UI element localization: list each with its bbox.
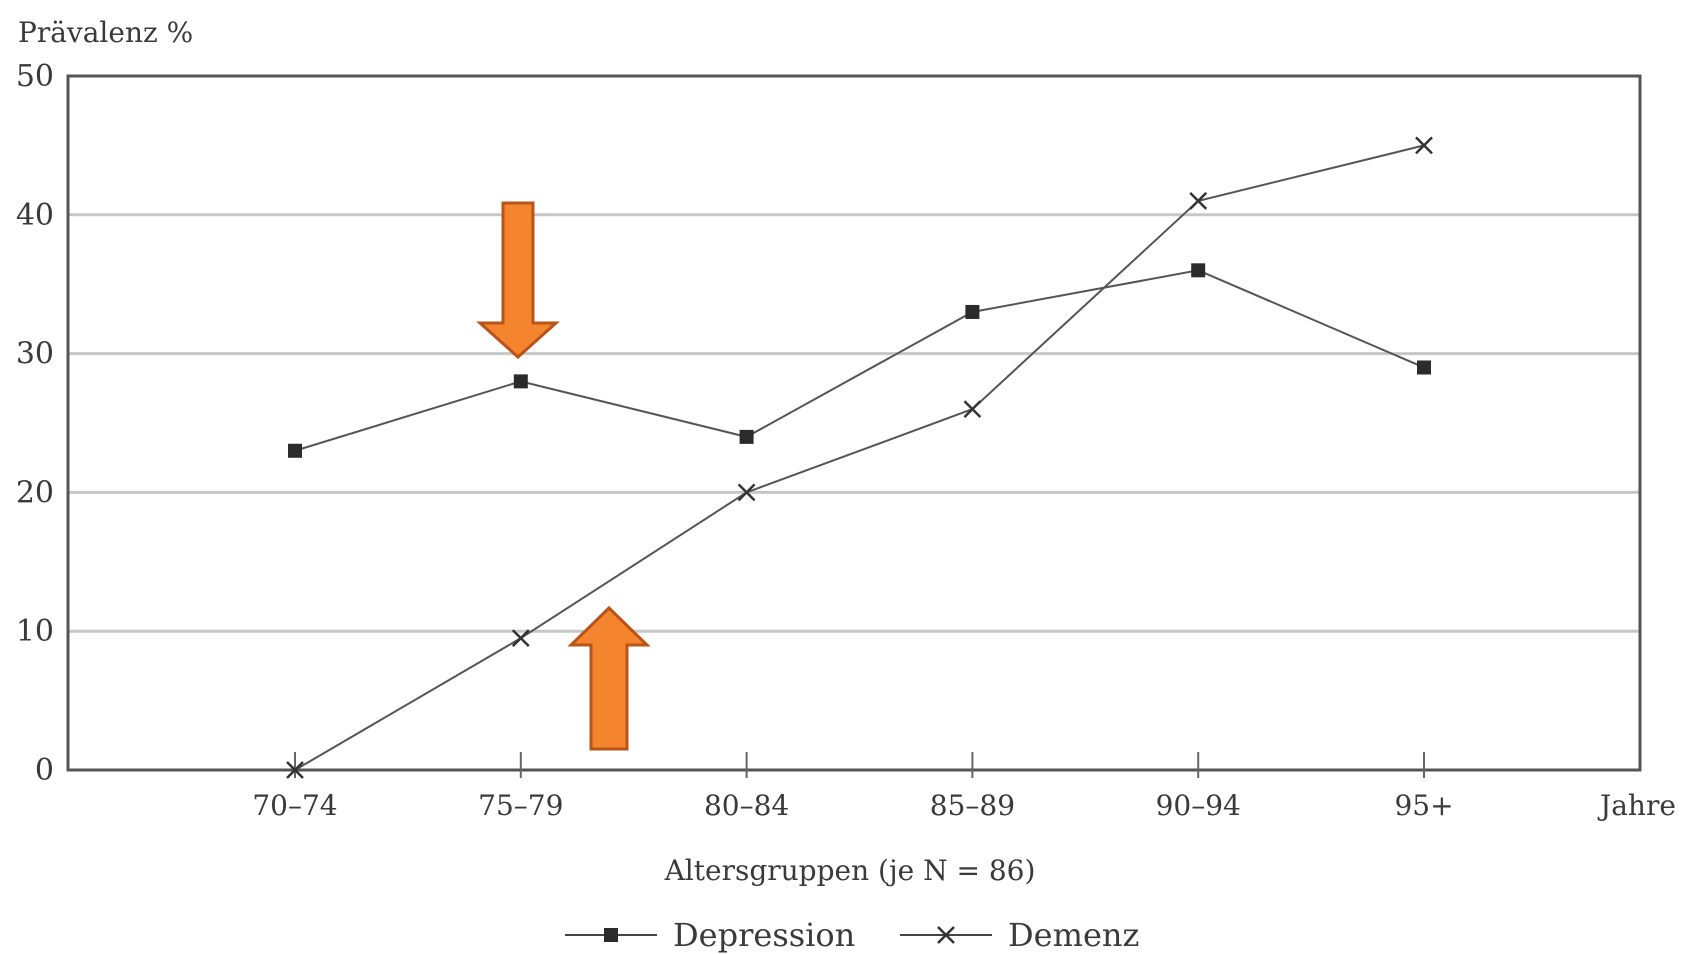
x-axis-title: Altersgruppen (je N = 86) <box>664 854 1036 887</box>
x-tick-label: 70–74 <box>252 789 337 822</box>
series-layer <box>286 136 1433 779</box>
data-point-square <box>288 443 302 458</box>
arrow-up-annotation <box>567 605 651 751</box>
plot-frame <box>66 74 1642 772</box>
x-tick-label: 95+ <box>1394 789 1453 822</box>
y-tick-label: 50 <box>16 59 54 94</box>
legend: Depression Demenz <box>565 916 1139 954</box>
y-axis-ticks: 0 10 20 30 40 50 <box>16 59 54 788</box>
legend-item-demenz: Demenz <box>900 916 1139 954</box>
data-point-square <box>965 304 980 319</box>
data-point-x <box>937 926 955 944</box>
series-line <box>294 269 1425 452</box>
y-tick-label: 20 <box>16 475 54 510</box>
y-tick-label: 30 <box>16 337 54 372</box>
data-point-square <box>1417 360 1431 375</box>
legend-label: Demenz <box>1008 916 1139 954</box>
data-point-x <box>737 483 756 502</box>
x-axis-ticks: 70–74 75–79 80–84 85–89 90–94 95+ <box>252 752 1454 822</box>
series-depression <box>288 263 1431 458</box>
data-point-x <box>1189 192 1208 210</box>
series-demenz <box>286 136 1433 779</box>
arrow-down-annotation <box>476 201 560 360</box>
data-point-square <box>513 374 528 389</box>
x-tick-label: 85–89 <box>930 789 1015 822</box>
y-tick-label: 10 <box>16 614 54 649</box>
x-axis-unit: Jahre <box>1597 789 1676 822</box>
data-point-square <box>739 429 754 444</box>
x-tick-label: 80–84 <box>704 789 789 822</box>
x-tick-label: 90–94 <box>1156 789 1241 822</box>
y-tick-label: 0 <box>35 753 54 788</box>
data-point-square <box>1191 263 1206 278</box>
legend-item-depression: Depression <box>565 916 855 954</box>
data-point-x <box>1415 136 1433 155</box>
y-tick-label: 40 <box>16 198 54 233</box>
grid <box>66 74 1642 772</box>
y-axis-title: Prävalenz % <box>18 16 193 49</box>
legend-label: Depression <box>673 916 855 954</box>
data-point-x <box>511 629 530 648</box>
data-point-x <box>286 761 304 779</box>
data-point-square <box>604 928 618 942</box>
series-line <box>294 144 1425 771</box>
annotations <box>476 201 651 751</box>
data-point-x <box>963 400 982 419</box>
x-tick-label: 75–79 <box>478 789 563 822</box>
